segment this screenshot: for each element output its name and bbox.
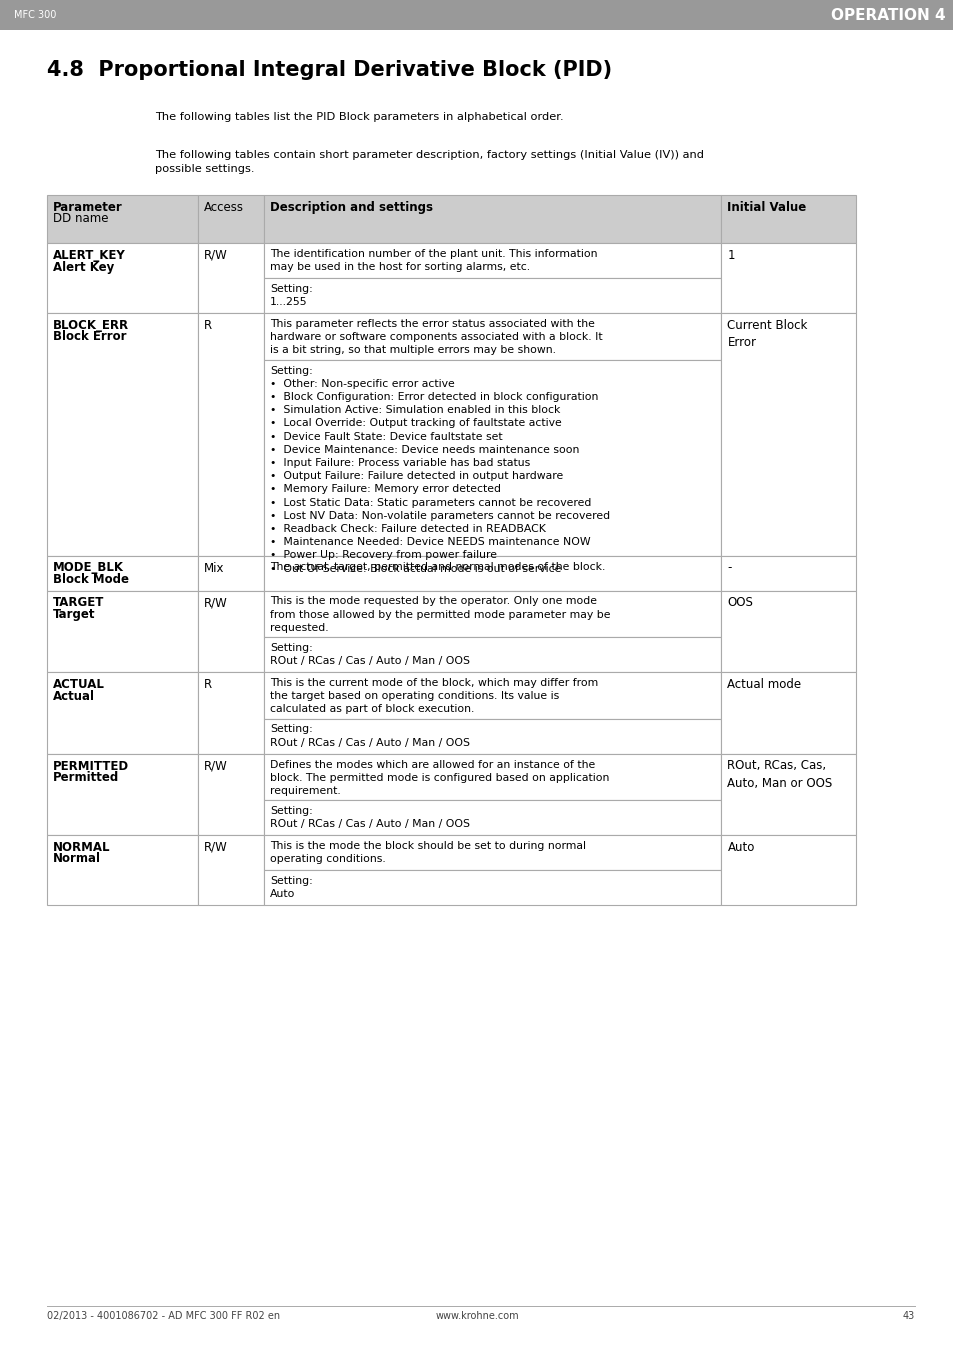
Text: ACTUAL: ACTUAL (53, 678, 105, 690)
Bar (47, 195, 198, 243)
Text: MFC 300: MFC 300 (14, 9, 56, 20)
Text: www.krohne.com: www.krohne.com (435, 1310, 518, 1321)
Text: Permitted: Permitted (53, 771, 119, 784)
Text: The following tables list the PID Block parameters in alphabetical order.: The following tables list the PID Block … (154, 112, 563, 122)
Text: The following tables contain short parameter description, factory settings (Init: The following tables contain short param… (154, 150, 703, 174)
Bar (264, 590, 720, 638)
Bar (198, 835, 264, 905)
Text: Normal: Normal (53, 852, 101, 866)
Bar (198, 555, 264, 590)
Text: Current Block
Error: Current Block Error (727, 319, 807, 349)
Text: Setting:
•  Other: Non-specific error active
•  Block Configuration: Error detec: Setting: • Other: Non-specific error act… (270, 366, 610, 574)
Bar (47, 243, 198, 313)
Text: This is the mode the block should be set to during normal
operating conditions.: This is the mode the block should be set… (270, 842, 585, 865)
Text: This is the mode requested by the operator. Only one mode
from those allowed by : This is the mode requested by the operat… (270, 597, 610, 632)
Bar (264, 754, 720, 800)
Text: Setting:
ROut / RCas / Cas / Auto / Man / OOS: Setting: ROut / RCas / Cas / Auto / Man … (270, 807, 470, 830)
Text: Setting:
ROut / RCas / Cas / Auto / Man / OOS: Setting: ROut / RCas / Cas / Auto / Man … (270, 724, 470, 747)
Bar (47, 313, 198, 555)
Text: Actual: Actual (53, 689, 95, 703)
Text: This parameter reflects the error status associated with the
hardware or softwar: This parameter reflects the error status… (270, 319, 602, 355)
Bar (264, 555, 720, 590)
Text: Mix: Mix (204, 562, 224, 574)
Text: 02/2013 - 4001086702 - AD MFC 300 FF R02 en: 02/2013 - 4001086702 - AD MFC 300 FF R02… (47, 1310, 280, 1321)
Bar (198, 590, 264, 671)
Text: OOS: OOS (727, 597, 753, 609)
Text: TARGET: TARGET (53, 597, 104, 609)
Text: Target: Target (53, 608, 95, 621)
Text: R/W: R/W (204, 842, 228, 854)
Bar (264, 638, 720, 671)
Text: ROut, RCas, Cas,
Auto, Man or OOS: ROut, RCas, Cas, Auto, Man or OOS (727, 759, 832, 789)
Bar (47, 590, 198, 671)
Text: MODE_BLK: MODE_BLK (53, 562, 124, 574)
Bar (264, 800, 720, 835)
Bar (264, 195, 720, 243)
Bar (720, 835, 855, 905)
Text: Access: Access (204, 201, 244, 213)
Bar (720, 671, 855, 754)
Text: ALERT_KEY: ALERT_KEY (53, 249, 126, 262)
Text: R/W: R/W (204, 597, 228, 609)
Text: This is the current mode of the block, which may differ from
the target based on: This is the current mode of the block, w… (270, 678, 598, 715)
Bar (47, 754, 198, 835)
Text: NORMAL: NORMAL (53, 842, 111, 854)
Text: Auto: Auto (727, 842, 754, 854)
Bar (720, 195, 855, 243)
Text: The actual, target, permitted and normal modes of the block.: The actual, target, permitted and normal… (270, 562, 605, 571)
Text: Alert Key: Alert Key (53, 261, 114, 273)
Bar (198, 243, 264, 313)
Bar (264, 870, 720, 905)
Text: Block Mode: Block Mode (53, 573, 129, 586)
Bar (47, 835, 198, 905)
Text: 43: 43 (902, 1310, 914, 1321)
Text: DD name: DD name (53, 212, 109, 226)
Bar (264, 359, 720, 555)
Text: Parameter: Parameter (53, 201, 123, 213)
Text: R: R (204, 319, 212, 332)
Text: Setting:
1...255: Setting: 1...255 (270, 284, 313, 307)
Bar (720, 243, 855, 313)
Text: Actual mode: Actual mode (727, 678, 801, 690)
Text: The identification number of the plant unit. This information
may be used in the: The identification number of the plant u… (270, 249, 597, 272)
Bar (720, 590, 855, 671)
Text: R/W: R/W (204, 249, 228, 262)
Bar (720, 754, 855, 835)
Text: 1: 1 (727, 249, 734, 262)
Text: Setting:
ROut / RCas / Cas / Auto / Man / OOS: Setting: ROut / RCas / Cas / Auto / Man … (270, 643, 470, 666)
Bar (720, 555, 855, 590)
Text: 4.8  Proportional Integral Derivative Block (PID): 4.8 Proportional Integral Derivative Blo… (47, 59, 612, 80)
Text: PERMITTED: PERMITTED (53, 759, 129, 773)
Text: BLOCK_ERR: BLOCK_ERR (53, 319, 129, 332)
Bar (198, 195, 264, 243)
Bar (264, 719, 720, 754)
Bar (264, 243, 720, 278)
Text: R: R (204, 678, 212, 690)
Bar (720, 313, 855, 555)
Bar (47, 671, 198, 754)
Bar (47, 555, 198, 590)
Text: Block Error: Block Error (53, 331, 127, 343)
Bar (198, 754, 264, 835)
Text: Initial Value: Initial Value (727, 201, 806, 213)
Text: OPERATION 4: OPERATION 4 (830, 8, 945, 23)
Bar (264, 671, 720, 719)
Text: Defines the modes which are allowed for an instance of the
block. The permitted : Defines the modes which are allowed for … (270, 759, 609, 796)
Bar (198, 671, 264, 754)
Bar (0, 0, 953, 30)
Bar (264, 313, 720, 359)
Text: R/W: R/W (204, 759, 228, 773)
Text: Setting:
Auto: Setting: Auto (270, 875, 313, 900)
Bar (198, 313, 264, 555)
Bar (264, 835, 720, 870)
Bar (264, 278, 720, 313)
Text: -: - (727, 562, 731, 574)
Text: Description and settings: Description and settings (270, 201, 433, 213)
